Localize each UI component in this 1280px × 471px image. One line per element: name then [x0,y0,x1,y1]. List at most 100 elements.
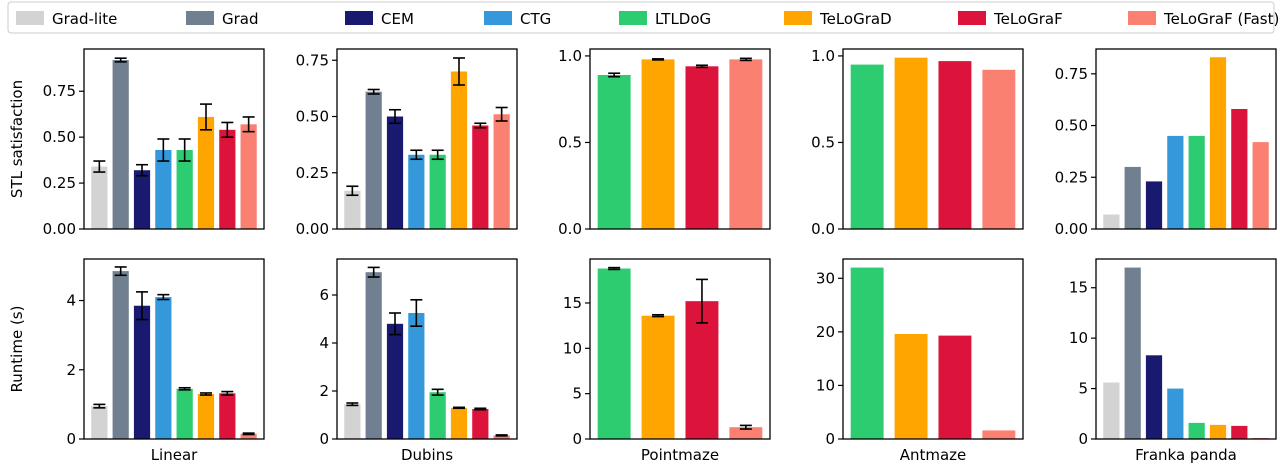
bar-telograf [472,409,489,439]
bar-ctg [408,154,425,229]
error-bar [136,291,149,321]
error-bar [367,88,380,95]
error-bar [695,278,708,324]
bar-cem [386,323,404,439]
bar-telograd [1209,424,1227,439]
bar-telograf-fast [493,114,510,229]
bar-telograf-fast [1252,142,1269,229]
bar-telograf [219,129,236,229]
bar-ltldog [176,150,193,229]
x-label: Linear [151,446,198,464]
y-tick-label: 0.50 [296,108,329,126]
error-bar [178,386,191,391]
y-tick-label: 0.75 [43,82,76,100]
y-tick-label: 0.0 [811,220,835,238]
panel-antmaze-runtime: 0 10 20 30 Antmaze [816,258,1024,464]
bar-telograd [450,407,468,439]
y-tick-label: 0.75 [296,51,329,69]
panel-dubins-runtime: 0 2 4 6 Dubins [319,258,518,464]
error-bar [199,392,212,396]
bar-telograf [1231,109,1248,229]
bar-grad [112,60,129,229]
bar-telograd [894,57,928,230]
bar-cem [1145,355,1163,439]
bar-telograf [685,301,719,439]
axes-frame [1095,48,1277,230]
y-tick-label: 10 [563,339,582,357]
bar-grad-lite [91,166,108,229]
bar-telograf-fast [240,433,257,439]
error-bar [157,293,170,301]
legend-swatch [619,11,647,25]
panel-franka-panda-runtime: 0 5 10 15 Franka panda [1069,258,1277,464]
y-tick-label: 0 [572,430,582,448]
panel-linear-stl: 0.00 0.25 0.50 0.75 [43,48,265,238]
y-tick-label: 10 [816,376,835,394]
y-tick-label: 0 [825,430,835,448]
legend-label: TeLoGraF [993,10,1063,28]
axes-frame [842,48,1024,230]
bar-telograd [1209,57,1227,229]
legend-swatch [958,11,986,25]
axes-frame [83,258,265,440]
error-bar [114,57,127,63]
ylabel-runtime: Runtime (s) [8,306,26,393]
error-bar [221,390,234,396]
axes-frame [336,258,518,440]
bar-telograf [219,393,236,439]
bar-telograf-fast [729,427,763,439]
axes-frame [589,48,771,230]
bar-ctg [155,150,172,229]
bar-telograd [197,394,215,439]
error-bar [474,122,487,129]
error-bar [739,424,752,430]
y-tick-label: 0.50 [1055,117,1088,135]
x-label: Pointmaze [641,446,719,464]
bar-telograf-fast [982,69,1016,230]
y-tick-label: 0 [66,430,76,448]
bar-grad [365,91,382,229]
error-bar [474,407,487,411]
panel-linear-runtime: 0 2 4 Linear [66,258,265,464]
bar-telograf-fast [493,435,510,439]
legend-swatch [1128,11,1156,25]
error-bar [608,266,621,271]
y-tick-label: 0.25 [296,164,329,182]
legend-label: CEM [381,10,414,28]
y-tick-label: 0 [319,430,329,448]
y-tick-label: 6 [319,286,329,304]
y-tick-label: 15 [1069,279,1088,297]
bar-grad-lite [1103,214,1120,229]
y-tick-label: 4 [66,292,76,310]
bar-telograd [450,71,468,229]
legend-label: Grad [222,10,259,28]
y-tick-label: 30 [816,269,835,287]
bar-cem [386,116,404,229]
bar-ctg [1167,388,1184,439]
bar-telograf-fast [240,124,257,229]
axes-frame [336,48,518,230]
y-tick-label: 2 [319,382,329,400]
legend-label: LTLDoG [655,10,711,28]
bar-telograd [197,116,215,229]
error-bar [652,313,665,318]
bar-telograd [894,334,928,439]
error-bar [431,388,444,396]
error-bar [389,108,402,125]
axes-frame [1095,258,1277,440]
bar-telograf [938,335,972,439]
error-bar [114,266,127,277]
ylabel-stl: STL satisfaction [8,80,26,198]
y-tick-label: 0.5 [558,133,582,151]
bar-ctg [408,313,425,439]
bar-ctg [155,297,172,439]
bar-ltldog [176,388,193,439]
bar-telograd [641,59,675,230]
error-bar [452,57,465,86]
bar-cem [1145,181,1163,229]
error-bar [695,64,708,69]
bar-ltldog [1188,135,1205,229]
bar-grad [1124,267,1141,439]
x-label: Franka panda [1135,446,1237,464]
bar-grad [365,272,382,439]
